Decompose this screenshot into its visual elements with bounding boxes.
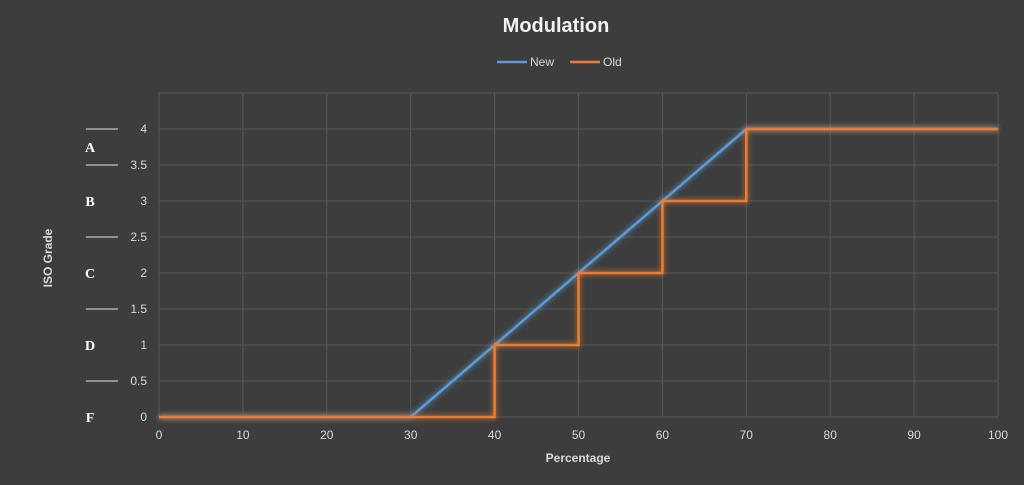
x-tick-label: 30	[404, 428, 418, 442]
y-tick-label: 4	[140, 122, 147, 136]
y-tick-label: 3.5	[130, 158, 147, 172]
y-tick-label: 1.5	[130, 302, 147, 316]
legend-label-old: Old	[603, 55, 622, 69]
x-tick-label: 20	[320, 428, 334, 442]
x-tick-label: 60	[656, 428, 670, 442]
grade-label-b: B	[85, 195, 94, 210]
x-tick-label: 40	[488, 428, 502, 442]
grade-label-d: D	[85, 339, 95, 354]
x-tick-label: 100	[988, 428, 1008, 442]
y-tick-label: 1	[140, 338, 147, 352]
grade-label-a: A	[85, 141, 96, 156]
x-tick-label: 10	[236, 428, 250, 442]
y-tick-label: 3	[140, 194, 147, 208]
y-tick-label: 0	[140, 410, 147, 424]
series-line-old	[159, 127, 998, 419]
grade-label-c: C	[85, 267, 95, 282]
x-axis-title: Percentage	[546, 451, 611, 465]
x-tick-label: 50	[572, 428, 586, 442]
x-tick-label: 70	[740, 428, 754, 442]
x-tick-label: 0	[156, 428, 163, 442]
x-tick-label: 90	[907, 428, 921, 442]
y-tick-label: 2	[140, 266, 147, 280]
y-axis-title: ISO Grade	[41, 228, 55, 287]
legend-label-new: New	[530, 55, 554, 69]
chart-title: Modulation	[503, 15, 610, 37]
x-tick-label: 80	[824, 428, 838, 442]
y-tick-label: 0.5	[130, 374, 147, 388]
grade-label-f: F	[86, 411, 95, 426]
y-tick-label: 2.5	[130, 230, 147, 244]
